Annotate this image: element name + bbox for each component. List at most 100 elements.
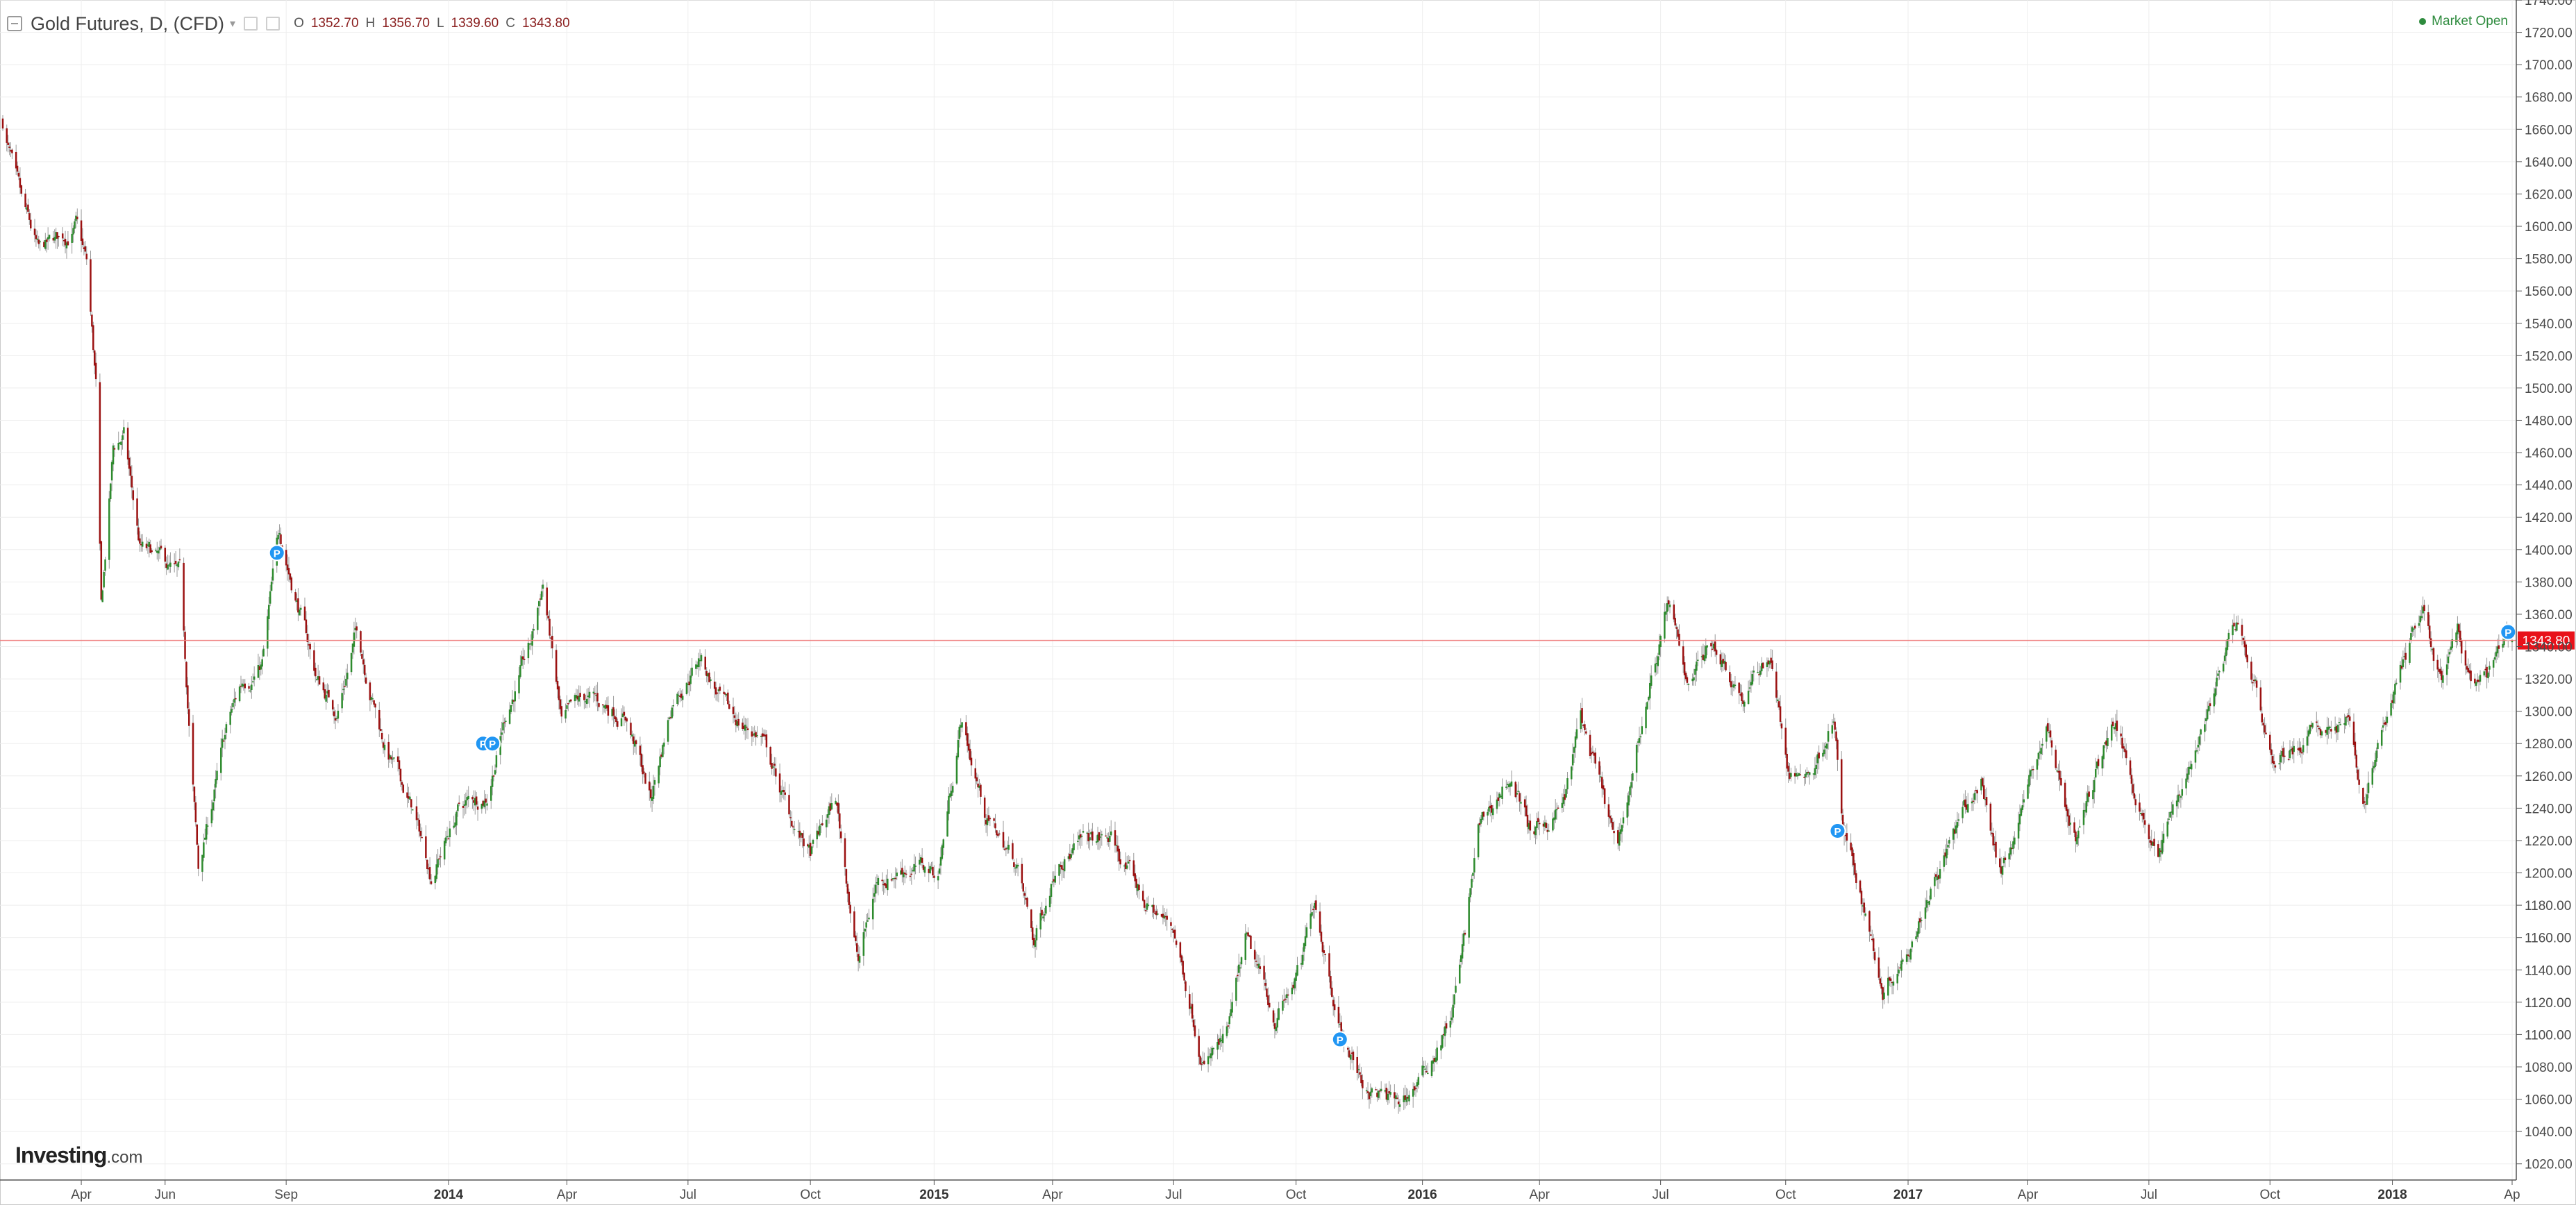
candle-body bbox=[2178, 794, 2181, 796]
candle-body bbox=[1664, 612, 1666, 639]
candle-body bbox=[387, 741, 390, 760]
candle-body bbox=[848, 891, 850, 905]
candle-body bbox=[2297, 748, 2299, 750]
candle-body bbox=[222, 740, 225, 742]
candle-body bbox=[1798, 773, 1800, 776]
candle-body bbox=[1793, 773, 1796, 777]
candle-body bbox=[2129, 760, 2132, 775]
candle-body bbox=[2102, 745, 2105, 759]
candle-body bbox=[2284, 755, 2286, 757]
hide-panel-icon[interactable] bbox=[7, 16, 22, 31]
candle-body bbox=[455, 811, 458, 826]
candle-body bbox=[425, 836, 427, 859]
candle-body bbox=[2336, 725, 2339, 733]
candle-body bbox=[2166, 821, 2168, 837]
candle-body bbox=[1087, 833, 1089, 842]
candle-body bbox=[2140, 812, 2142, 815]
open-label: O bbox=[294, 16, 304, 31]
marker-p-label: P bbox=[480, 739, 487, 750]
candle-body bbox=[45, 239, 48, 242]
y-axis[interactable]: 1020.00 1040.00 1060.00 1080.00 1100.00 1120.… bbox=[2516, 0, 2573, 1180]
candle-body bbox=[1253, 950, 1256, 960]
candle-body bbox=[2404, 652, 2407, 660]
candle-body bbox=[1759, 671, 1762, 675]
candle-body bbox=[44, 239, 47, 249]
candle-body bbox=[1180, 955, 1183, 963]
candle-body bbox=[2386, 716, 2389, 723]
candle-body bbox=[876, 882, 878, 884]
symbol-title[interactable]: Gold Futures, D, (CFD) bbox=[31, 12, 225, 34]
candle-body bbox=[585, 698, 588, 705]
candle-body bbox=[269, 591, 271, 604]
y-tick-label: 1460.00 bbox=[2525, 446, 2573, 461]
candle-body bbox=[2409, 643, 2411, 663]
candle-body bbox=[2474, 678, 2476, 684]
settings-icon[interactable] bbox=[244, 17, 258, 31]
candle-body bbox=[308, 644, 310, 646]
candle-body bbox=[1991, 832, 1993, 834]
candle-body bbox=[1259, 966, 1262, 970]
candle-body bbox=[1123, 865, 1126, 867]
candle-body bbox=[1035, 928, 1038, 941]
x-axis[interactable]: Apr Jun Sep 2014 Apr Jul Oct 2015 Apr Jul Oct 2016 A… bbox=[0, 1179, 2520, 1202]
candle-body bbox=[1883, 992, 1885, 1000]
candle-body bbox=[2124, 748, 2126, 752]
candle-body bbox=[2289, 750, 2291, 759]
candle-body bbox=[2218, 671, 2220, 673]
candle-body bbox=[215, 779, 217, 788]
candle-body bbox=[101, 590, 103, 602]
candle-body bbox=[1544, 822, 1546, 827]
candle-body bbox=[1151, 904, 1153, 907]
candle-body bbox=[1069, 853, 1071, 859]
candle-body bbox=[1424, 1068, 1426, 1070]
candle-body bbox=[1972, 800, 1975, 802]
y-tick-label: 1100.00 bbox=[2525, 1028, 2571, 1043]
y-tick-label: 1340.00 bbox=[2525, 641, 2573, 655]
candle-body bbox=[2152, 842, 2154, 846]
candle-body bbox=[1256, 964, 1259, 966]
candle-body bbox=[1471, 879, 1473, 888]
candle-body bbox=[901, 868, 903, 875]
candle-body bbox=[1127, 861, 1130, 864]
candle-body bbox=[523, 659, 526, 660]
candle-body bbox=[122, 435, 124, 440]
candle-body bbox=[781, 790, 784, 793]
candle-body bbox=[1199, 1056, 1201, 1065]
candle-body bbox=[123, 427, 125, 434]
candle-body bbox=[401, 782, 403, 785]
candle-body bbox=[1850, 842, 1852, 850]
candle-body bbox=[2483, 671, 2486, 676]
candle-body bbox=[482, 800, 485, 806]
ohlc-legend: O 1352.70 H 1356.70 L 1339.60 C 1343.80 bbox=[294, 16, 570, 31]
y-tick-label: 1440.00 bbox=[2525, 479, 2573, 494]
candle-body bbox=[126, 428, 129, 460]
candle-body bbox=[1162, 913, 1164, 918]
candle-body bbox=[835, 800, 837, 804]
candle-body bbox=[697, 658, 700, 668]
candle-body bbox=[1073, 843, 1075, 850]
candle-body bbox=[206, 825, 209, 827]
candle-body bbox=[2232, 625, 2234, 636]
candle-body bbox=[1137, 884, 1139, 891]
candle-body bbox=[335, 718, 338, 719]
candle-body bbox=[428, 867, 431, 879]
candle-body bbox=[1896, 973, 1898, 984]
candle-body bbox=[1082, 831, 1085, 833]
y-tick-label: 1580.00 bbox=[2525, 253, 2573, 267]
candle-body bbox=[2227, 632, 2230, 639]
candle-body bbox=[2197, 744, 2200, 748]
candle-body bbox=[678, 695, 680, 697]
candle-body bbox=[1005, 848, 1007, 850]
candle-body bbox=[2237, 623, 2239, 625]
candle-body bbox=[630, 723, 632, 736]
candle-body bbox=[1248, 935, 1251, 937]
candle-body bbox=[354, 627, 357, 630]
close-icon[interactable] bbox=[266, 17, 281, 31]
candle-body bbox=[1841, 814, 1844, 829]
candle-body bbox=[1566, 778, 1569, 790]
chevron-down-icon[interactable]: ▾ bbox=[230, 18, 236, 30]
candle-body bbox=[1291, 987, 1294, 995]
candle-body bbox=[427, 868, 430, 870]
candle-body bbox=[503, 722, 505, 724]
